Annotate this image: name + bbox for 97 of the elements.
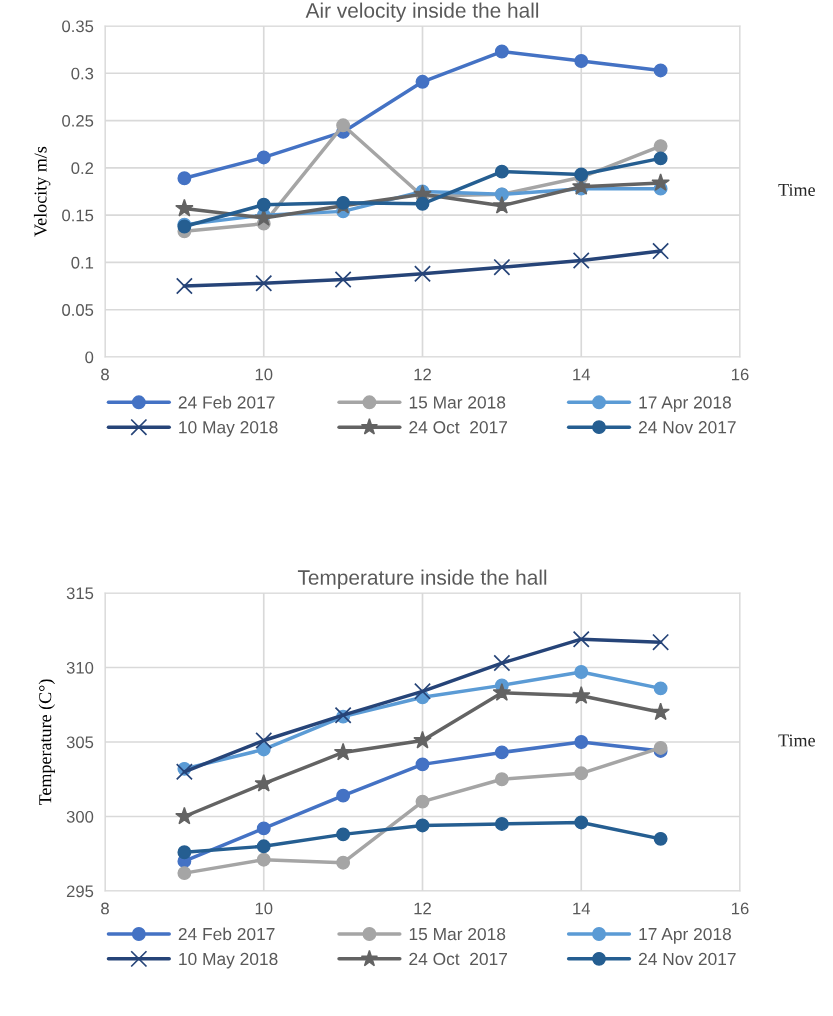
point [571,686,591,704]
point [336,788,351,803]
point [494,164,509,179]
chart-title: Temperature inside the hall [297,569,547,589]
y-tick-label: 315 [66,587,94,600]
point [413,730,432,749]
point [414,682,431,700]
x-tick-label: 12 [414,902,431,915]
point [175,763,193,781]
y-tick-label: 0.25 [62,114,94,127]
point [652,633,670,651]
point [255,274,273,292]
point [493,258,511,276]
point [175,198,194,217]
point [177,171,192,186]
x-tick-label: 16 [732,902,749,915]
legend-label: 15 Mar 2018 [409,927,506,941]
point [651,173,670,191]
point [651,702,670,721]
point [574,735,589,749]
x-tick-label: 10 [255,368,273,381]
legend-label: 10 May 2018 [179,952,278,969]
y-tick-label: 0.1 [71,256,94,269]
legend-label: 15 Mar 2018 [409,396,506,409]
point [653,681,668,696]
legend-label: 24 Oct 2017 [409,952,508,966]
x-axis-title: Time [778,734,815,747]
point [256,852,271,867]
point [177,845,192,860]
point [414,265,431,283]
y-tick-label: 0 [85,351,94,364]
point [492,683,512,701]
y-tick-label: 295 [66,885,94,898]
y-tick-label: 300 [66,810,94,823]
y-tick-label: 0.05 [62,304,94,316]
legend-label: 24 Nov 2017 [638,952,736,966]
x-tick-label: 10 [255,902,273,915]
point [415,818,430,833]
point [494,817,509,831]
point [493,654,511,672]
point [255,732,273,749]
y-tick-label: 305 [66,736,94,749]
legend-label: 24 Feb 2017 [178,927,275,941]
point [415,757,430,772]
point [256,839,271,854]
point [336,195,351,210]
point [574,54,589,68]
point [256,150,271,165]
legend-label: 24 Nov 2017 [638,421,736,434]
point [336,827,351,842]
legend-label: 24 Feb 2017 [178,395,275,409]
point [494,772,509,787]
point [653,151,668,166]
y-axis-title: Temperature (C°) [38,679,55,806]
point [574,815,589,830]
point [334,270,352,288]
point [254,773,274,792]
x-axis-title: Time [778,183,815,197]
chart-title: Air velocity inside the hall [305,2,539,22]
legend-label: 17 Apr 2018 [639,927,731,944]
x-tick-label: 16 [732,368,749,381]
legend-label: 24 Oct 2017 [409,421,508,434]
y-tick-label: 0.3 [71,67,94,80]
y-tick-label: 310 [66,661,94,674]
point [415,74,430,89]
point [256,821,271,836]
point [653,63,668,78]
x-tick-label: 8 [101,902,109,915]
point [175,277,193,295]
point [574,766,589,781]
point [415,794,430,809]
point [574,665,589,679]
x-tick-label: 14 [573,902,591,915]
point [336,855,351,870]
point [256,197,271,212]
y-tick-label: 0.2 [71,162,94,175]
point [336,118,351,133]
x-tick-label: 14 [573,368,591,381]
x-tick-label: 12 [414,368,431,381]
point [652,242,670,260]
point [175,806,194,825]
point [572,630,590,648]
point [492,195,512,214]
y-axis-title: Velocity m/s [33,146,51,237]
y-tick-label: 0.35 [62,20,94,33]
point [653,831,668,846]
point [415,196,430,211]
legend-label: 17 Apr 2018 [639,396,731,412]
point [653,139,668,154]
point [333,742,353,761]
y-tick-label: 0.15 [62,209,94,222]
point [177,866,192,881]
point [494,745,509,760]
point [572,252,590,270]
legend-label: 10 May 2018 [179,421,278,437]
x-tick-label: 8 [101,368,109,381]
point [494,44,509,59]
